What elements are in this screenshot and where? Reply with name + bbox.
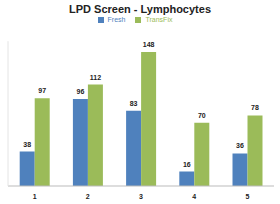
svg-text:78: 78 — [251, 104, 259, 111]
svg-text:2: 2 — [86, 193, 90, 200]
svg-text:83: 83 — [130, 100, 138, 107]
svg-text:1: 1 — [33, 193, 37, 200]
svg-text:36: 36 — [236, 142, 244, 149]
svg-text:16: 16 — [183, 161, 191, 168]
svg-text:38: 38 — [23, 141, 31, 148]
svg-text:148: 148 — [143, 41, 155, 48]
svg-text:70: 70 — [198, 112, 206, 119]
svg-text:112: 112 — [90, 74, 101, 81]
svg-text:4: 4 — [192, 193, 196, 200]
html-text:TransFix: TransFix — [145, 16, 173, 23]
svg-text:96: 96 — [77, 88, 85, 95]
svg-text:3: 3 — [139, 193, 143, 200]
html-text:LPD Screen - Lymphocytes: LPD Screen - Lymphocytes — [69, 3, 211, 15]
html-text:Fresh: Fresh — [107, 16, 126, 23]
svg-text:5: 5 — [245, 193, 249, 200]
svg-text:97: 97 — [38, 87, 46, 94]
